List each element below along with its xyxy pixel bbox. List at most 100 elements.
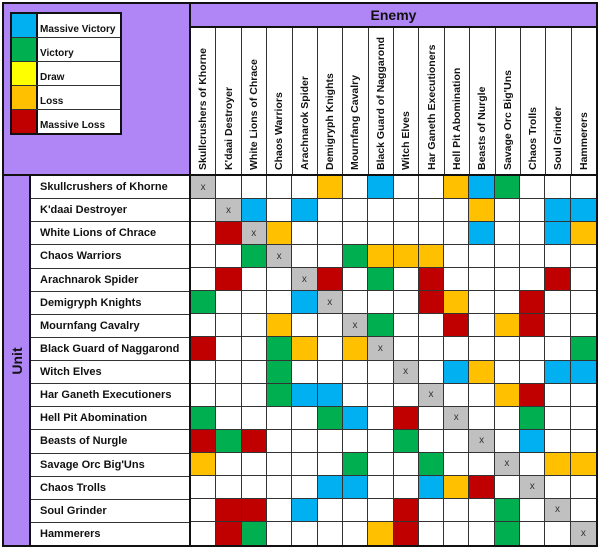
matchup-cell	[292, 429, 318, 453]
row-label: Soul Grinder	[31, 500, 189, 523]
matchup-cell	[191, 199, 217, 223]
row-label: Mournfang Cavalry	[31, 315, 189, 338]
matchup-cell	[545, 176, 571, 200]
column-header-label: K'daai Destroyer	[222, 86, 235, 170]
matchup-cell	[292, 521, 318, 545]
row-label: Hammerers	[40, 527, 101, 540]
matchup-cell	[570, 429, 596, 453]
matchup-cell	[444, 521, 470, 545]
legend-label: Victory	[40, 48, 74, 59]
matchup-cell: x	[520, 475, 546, 499]
matchup-cell	[570, 337, 596, 361]
matchup-cell	[570, 475, 596, 499]
matchup-cell	[342, 521, 369, 545]
matchup-cell: x	[266, 245, 293, 269]
matchup-cell	[444, 498, 470, 522]
matchup-cell	[520, 291, 546, 315]
matchup-cell	[545, 199, 571, 223]
row-label: Arachnarok Spider	[31, 269, 189, 292]
legend: Massive Victory Victory Draw Loss Massive Lo…	[10, 12, 122, 135]
matchup-cell	[266, 268, 293, 292]
matchup-cell	[570, 360, 596, 384]
column-header: Savage Orc Big'Uns	[496, 28, 521, 174]
row-label: Demigryph Knights	[31, 292, 189, 315]
matchup-cell	[216, 360, 242, 384]
matchup-cell	[266, 360, 293, 384]
matchup-cell	[216, 383, 242, 407]
column-header-label: Arachnarok Spider	[298, 76, 311, 170]
matchup-cell	[342, 176, 369, 200]
column-header-label: Demigryph Knights	[324, 73, 337, 170]
matchup-cell	[191, 406, 217, 430]
matchup-cell	[317, 498, 343, 522]
matchup-cell	[317, 475, 343, 499]
matchup-cell	[292, 452, 318, 476]
matchup-cell	[393, 314, 419, 338]
unit-row-labels: Skullcrushers of Khorne K'daai Destroyer W…	[31, 176, 191, 545]
matchup-cell	[368, 291, 394, 315]
matchup-cell	[469, 452, 495, 476]
matchup-cell	[368, 498, 394, 522]
legend-label: Loss	[40, 96, 64, 107]
matchup-cell	[570, 176, 596, 200]
matchup-cell	[241, 291, 267, 315]
column-header-label: Skullcrushers of Khorne	[197, 48, 210, 170]
matchup-cell	[216, 452, 242, 476]
row-label: Savage Orc Big'Uns	[31, 454, 189, 477]
matchup-cell	[266, 383, 293, 407]
matchup-cell	[216, 222, 242, 246]
matchup-cell	[469, 222, 495, 246]
matchup-cell	[191, 291, 217, 315]
matchup-cell	[570, 452, 596, 476]
matchup-cell	[292, 406, 318, 430]
matchup-cell	[418, 452, 445, 476]
matchup-cell	[444, 222, 470, 246]
row-label: White Lions of Chrace	[31, 222, 189, 246]
matchup-cell	[266, 475, 293, 499]
matchup-cell	[444, 475, 470, 499]
matchup-cell	[444, 360, 470, 384]
column-header-label: Chaos Warriors	[273, 92, 286, 170]
matchup-cell	[494, 291, 521, 315]
row-label: Har Ganeth Executioners	[31, 384, 189, 408]
matchup-cell	[241, 521, 267, 545]
matchup-cell	[368, 268, 394, 292]
matchup-cell	[317, 521, 343, 545]
matchup-cell	[342, 452, 369, 476]
column-header: Chaos Warriors	[267, 28, 293, 174]
matchup-cell	[393, 521, 419, 545]
matchup-cell	[342, 337, 369, 361]
column-header: Hammerers	[572, 28, 596, 174]
legend-swatch	[12, 110, 38, 133]
matchup-cell: x	[393, 360, 419, 384]
matchup-cell	[216, 521, 242, 545]
matchup-cell	[266, 452, 293, 476]
matchup-cell	[520, 314, 546, 338]
matchup-cell	[241, 199, 267, 223]
matchup-cell	[241, 429, 267, 453]
column-header-label: Mournfang Cavalry	[349, 74, 362, 170]
matchup-cell	[545, 383, 571, 407]
matchup-cell	[418, 222, 445, 246]
matchup-cell	[545, 314, 571, 338]
matchup-cell: x	[418, 383, 445, 407]
matchup-cell	[191, 268, 217, 292]
matchup-cell	[469, 360, 495, 384]
matchup-cell	[292, 475, 318, 499]
matchup-cell	[191, 383, 217, 407]
matchup-cell	[545, 245, 571, 269]
matchup-cell	[266, 521, 293, 545]
matchup-cell	[570, 498, 596, 522]
matchup-cell	[317, 245, 343, 269]
matchup-cell	[241, 337, 267, 361]
matchup-cell	[494, 406, 521, 430]
matchup-cell	[266, 429, 293, 453]
legend-swatch	[12, 14, 38, 37]
matchup-cell	[342, 245, 369, 269]
column-header-label: Hammerers	[577, 112, 590, 170]
column-header-label: Black Guard of Naggarond	[374, 36, 387, 170]
matchup-cell	[570, 222, 596, 246]
matchup-cell	[393, 383, 419, 407]
matchup-cell	[393, 268, 419, 292]
matchup-cell: x	[216, 199, 242, 223]
